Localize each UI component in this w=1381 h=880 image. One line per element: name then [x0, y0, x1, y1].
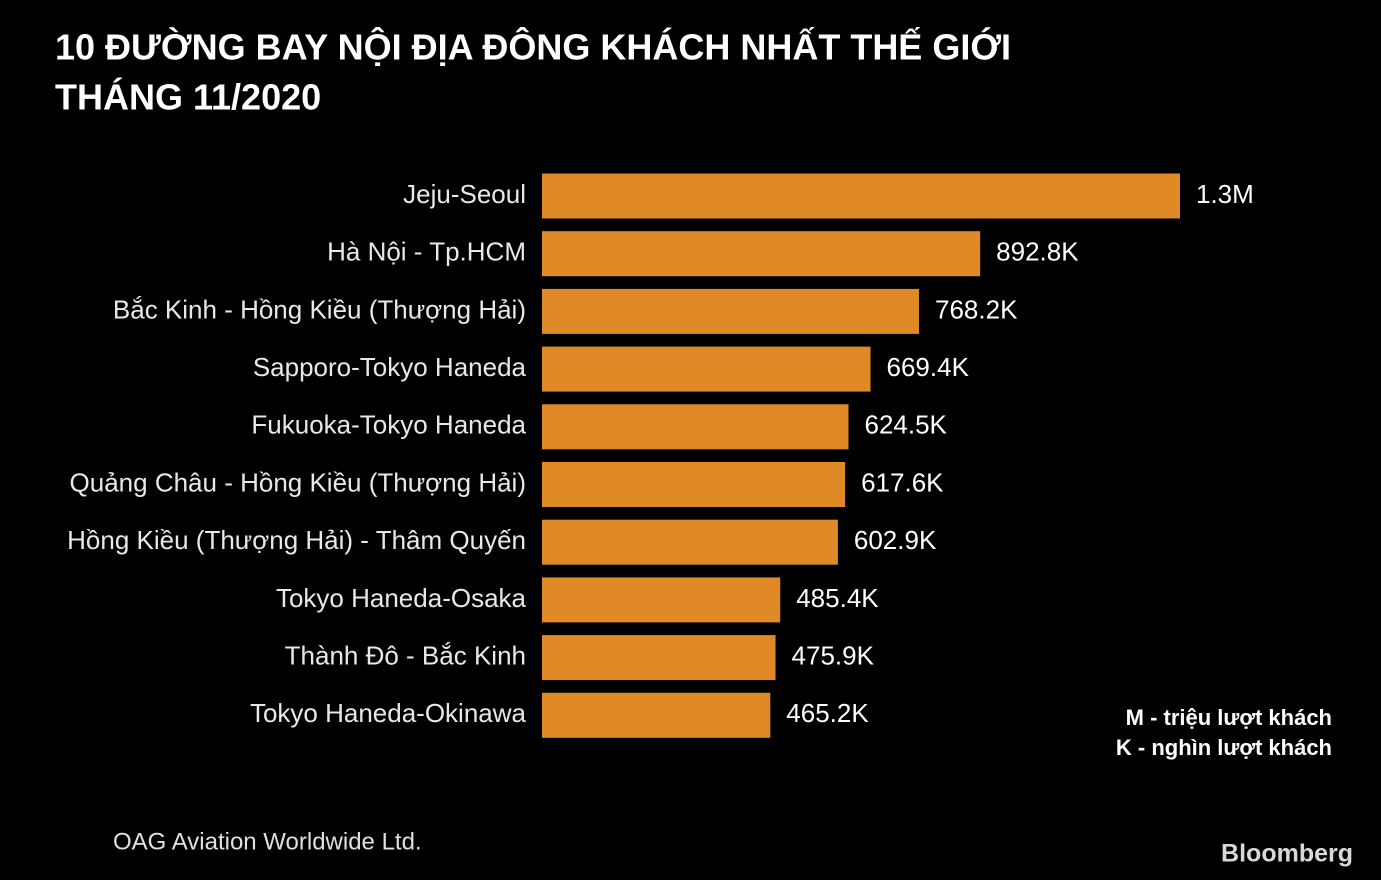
source: OAG Aviation Worldwide Ltd. [113, 828, 422, 855]
value-label: 669.4K [887, 352, 970, 382]
value-label: 892.8K [996, 237, 1079, 267]
category-label: Fukuoka-Tokyo Haneda [251, 410, 526, 440]
value-label: 465.2K [786, 698, 869, 728]
bar [542, 173, 1180, 219]
chart-title: 10 ĐƯỜNG BAY NỘI ĐỊA ĐÔNG KHÁCH NHẤT THẾ… [55, 26, 1011, 68]
category-label: Hồng Kiều (Thượng Hải) - Thâm Quyến [67, 525, 526, 555]
value-label: 1.3M [1196, 179, 1254, 209]
bar [542, 635, 776, 681]
bar [542, 462, 846, 507]
note: K - nghìn lượt khách [1116, 735, 1332, 760]
category-label: Tokyo Haneda-Okinawa [250, 698, 527, 728]
category-label: Jeju-Seoul [403, 179, 526, 209]
value-label: 617.6K [861, 467, 944, 497]
value-label: 602.9K [854, 525, 937, 555]
bar [542, 404, 849, 450]
note: M - triệu lượt khách [1126, 705, 1332, 730]
bar [542, 231, 981, 277]
category-label: Tokyo Haneda-Osaka [276, 583, 527, 613]
bar [542, 577, 781, 623]
value-label: 768.2K [935, 294, 1018, 324]
value-label: 485.4K [796, 583, 879, 613]
value-label: 475.9K [792, 640, 875, 670]
bar [542, 519, 838, 565]
category-label: Quảng Châu - Hồng Kiều (Thượng Hải) [70, 467, 526, 497]
value-label: 624.5K [864, 410, 947, 440]
category-label: Hà Nội - Tp.HCM [327, 237, 526, 267]
brand: Bloomberg [1221, 840, 1353, 868]
category-label: Sapporo-Tokyo Haneda [253, 352, 527, 382]
chart-title: THÁNG 11/2020 [55, 77, 321, 118]
category-label: Thành Đô - Bắc Kinh [285, 640, 526, 670]
bar [542, 346, 871, 392]
bar [542, 288, 920, 334]
category-label: Bắc Kinh - Hồng Kiều (Thượng Hải) [113, 294, 526, 324]
bar [542, 692, 771, 738]
